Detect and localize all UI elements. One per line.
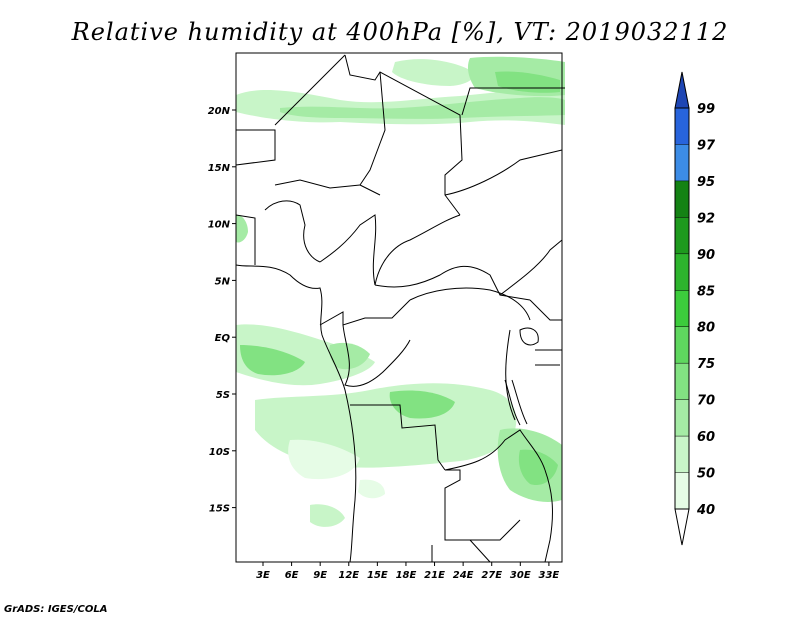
colorbar-segment xyxy=(675,180,689,218)
border-east-lakes xyxy=(505,329,516,421)
lat-tick-label: EQ xyxy=(215,333,231,344)
colorbar-label: 99 xyxy=(697,102,715,117)
colorbar-segment xyxy=(675,253,689,291)
map-frame xyxy=(235,52,563,563)
colorbar-segment xyxy=(675,217,689,254)
colorbar-upper-triangle xyxy=(674,71,690,109)
colorbar-label: 60 xyxy=(697,430,715,445)
latitude-axis: 20N 15N 10N 5N EQ 5S 10S 15S xyxy=(208,106,236,515)
colorbar-label: 70 xyxy=(697,394,715,409)
colorbar-label: 50 xyxy=(697,467,715,482)
humidity-south-lowerleft xyxy=(288,439,360,480)
border-sudan xyxy=(444,149,563,196)
border-chad-car xyxy=(374,214,461,286)
colorbar: 40 50 60 70 75 80 85 90 92 95 97 99 xyxy=(674,71,716,546)
lat-tick-label: 20N xyxy=(208,106,231,117)
border-north-3 xyxy=(344,54,463,216)
lat-tick-label: 15S xyxy=(209,504,230,515)
lat-tick-label: 5N xyxy=(215,276,231,287)
lon-tick-label: 6E xyxy=(285,570,299,581)
lat-tick-label: 15N xyxy=(208,163,231,174)
humidity-north-top xyxy=(392,59,474,86)
humidity-south-core xyxy=(389,390,455,419)
colorbar-segment xyxy=(675,326,689,364)
border-drc-north xyxy=(409,287,531,321)
border-congo-2 xyxy=(342,324,411,387)
lat-tick-label: 10N xyxy=(208,220,231,231)
border-lake-tanganyika xyxy=(504,379,528,426)
humidity-equator-core xyxy=(240,345,305,376)
lat-tick-label: 10S xyxy=(209,447,230,458)
colorbar-segment xyxy=(675,108,689,145)
border-east-1 xyxy=(529,299,562,321)
country-borders xyxy=(235,54,565,563)
lon-tick-label: 9E xyxy=(313,570,327,581)
colorbar-segment xyxy=(675,144,689,181)
lon-tick-label: 18E xyxy=(396,570,417,581)
colorbar-label: 95 xyxy=(697,175,715,190)
colorbar-label: 80 xyxy=(697,321,715,336)
colorbar-segment xyxy=(675,363,689,400)
border-bottom-east xyxy=(431,539,491,563)
border-cameroon xyxy=(319,214,377,286)
border-car xyxy=(374,265,531,301)
humidity-northeast-core xyxy=(495,71,560,93)
border-north-4 xyxy=(359,71,386,196)
border-north-1 xyxy=(235,129,276,166)
lon-tick-label: 15E xyxy=(367,570,388,581)
humidity-southeast-core xyxy=(518,449,558,486)
humidity-equator-east xyxy=(329,342,370,370)
border-niger-nigeria xyxy=(274,179,361,189)
lon-tick-label: 27E xyxy=(481,570,502,581)
colorbar-label: 97 xyxy=(697,138,716,153)
lat-tick-label: 5S xyxy=(216,390,230,401)
border-lake-victoria xyxy=(519,327,539,346)
colorbar-segment xyxy=(675,399,689,437)
humidity-shading xyxy=(236,56,565,527)
colorbar-segment xyxy=(675,472,689,509)
lon-tick-label: 30E xyxy=(510,570,531,581)
lon-tick-label: 12E xyxy=(338,570,359,581)
lon-tick-label: 21E xyxy=(424,570,445,581)
border-west-1 xyxy=(235,214,256,265)
colorbar-lower-triangle xyxy=(674,508,690,546)
border-east-2 xyxy=(535,349,562,366)
plot-title: Relative humidity at 400hPa [%], VT: 201… xyxy=(71,18,729,46)
humidity-south-small-2 xyxy=(358,479,385,499)
colorbar-label: 92 xyxy=(697,211,715,226)
border-angola-south xyxy=(444,469,521,541)
coastline-west xyxy=(235,264,357,563)
border-south-sudan xyxy=(499,239,563,296)
humidity-south-small-1 xyxy=(310,504,345,527)
border-zambia xyxy=(444,429,546,471)
grads-credit: GrADS: IGES/COLA xyxy=(4,604,108,615)
colorbar-label: 75 xyxy=(697,357,715,372)
lon-tick-label: 3E xyxy=(256,570,270,581)
border-congo xyxy=(319,299,411,326)
longitude-axis: 3E 6E 9E 12E 15E 18E 21E 24E 27E 30E 33E xyxy=(256,562,559,581)
colorbar-label: 40 xyxy=(696,503,715,518)
border-east-top xyxy=(461,87,565,116)
border-angola xyxy=(350,404,446,471)
border-north-2 xyxy=(274,54,346,126)
humidity-west-10n xyxy=(236,214,248,243)
lon-tick-label: 24E xyxy=(453,570,474,581)
colorbar-label: 90 xyxy=(697,248,715,263)
humidity-band-north-core xyxy=(280,97,565,119)
colorbar-segment xyxy=(675,290,689,327)
border-nigeria xyxy=(264,200,321,263)
border-mozambique xyxy=(544,469,553,563)
colorbar-segment xyxy=(675,436,689,473)
colorbar-label: 85 xyxy=(697,284,715,299)
lon-tick-label: 33E xyxy=(539,570,560,581)
